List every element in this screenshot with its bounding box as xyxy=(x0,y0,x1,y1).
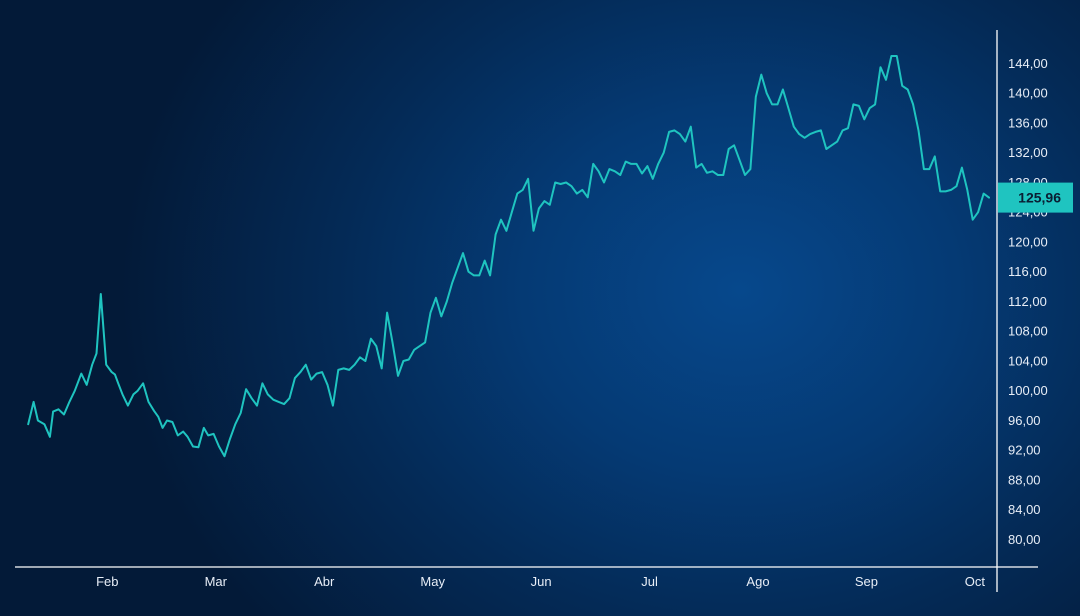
last-value-badge xyxy=(998,182,1073,213)
y-tick-label: 80,00 xyxy=(1008,532,1041,547)
y-tick-label: 100,00 xyxy=(1008,383,1048,398)
x-tick-label: Mar xyxy=(205,574,228,589)
y-axis-ticks: 80,00 84,00 88,00 92,00 96,00 100,00 104,00 108… xyxy=(1008,56,1048,547)
x-tick-label: Jul xyxy=(641,574,658,589)
last-value-label: 125,96 xyxy=(1018,190,1061,206)
x-tick-label: Jun xyxy=(531,574,552,589)
y-tick-label: 116,00 xyxy=(1008,264,1047,279)
x-tick-label: Sep xyxy=(855,574,878,589)
y-tick-label: 136,00 xyxy=(1008,116,1048,131)
y-tick-label: 84,00 xyxy=(1008,502,1041,517)
y-tick-label: 104,00 xyxy=(1008,354,1048,369)
y-tick-label: 132,00 xyxy=(1008,145,1048,160)
x-tick-label: Abr xyxy=(314,574,335,589)
y-tick-label: 120,00 xyxy=(1008,235,1048,250)
y-tick-label: 108,00 xyxy=(1008,324,1048,339)
y-tick-label: 96,00 xyxy=(1008,413,1041,428)
y-tick-label: 112,00 xyxy=(1008,294,1047,309)
y-tick-label: 88,00 xyxy=(1008,473,1041,488)
plot-area xyxy=(27,55,990,458)
last-value-marker: 125,96 xyxy=(998,182,1073,213)
price-series-line xyxy=(27,55,990,458)
y-tick-label: 140,00 xyxy=(1008,86,1048,101)
y-tick-label: 144,00 xyxy=(1008,56,1048,71)
x-tick-label: Oct xyxy=(965,574,986,589)
x-axis-ticks: Feb Mar Abr May Jun Jul Ago Sep Oct xyxy=(96,574,985,589)
x-tick-label: May xyxy=(420,574,445,589)
x-tick-label: Ago xyxy=(746,574,769,589)
x-tick-label: Feb xyxy=(96,574,118,589)
y-tick-label: 92,00 xyxy=(1008,443,1041,458)
